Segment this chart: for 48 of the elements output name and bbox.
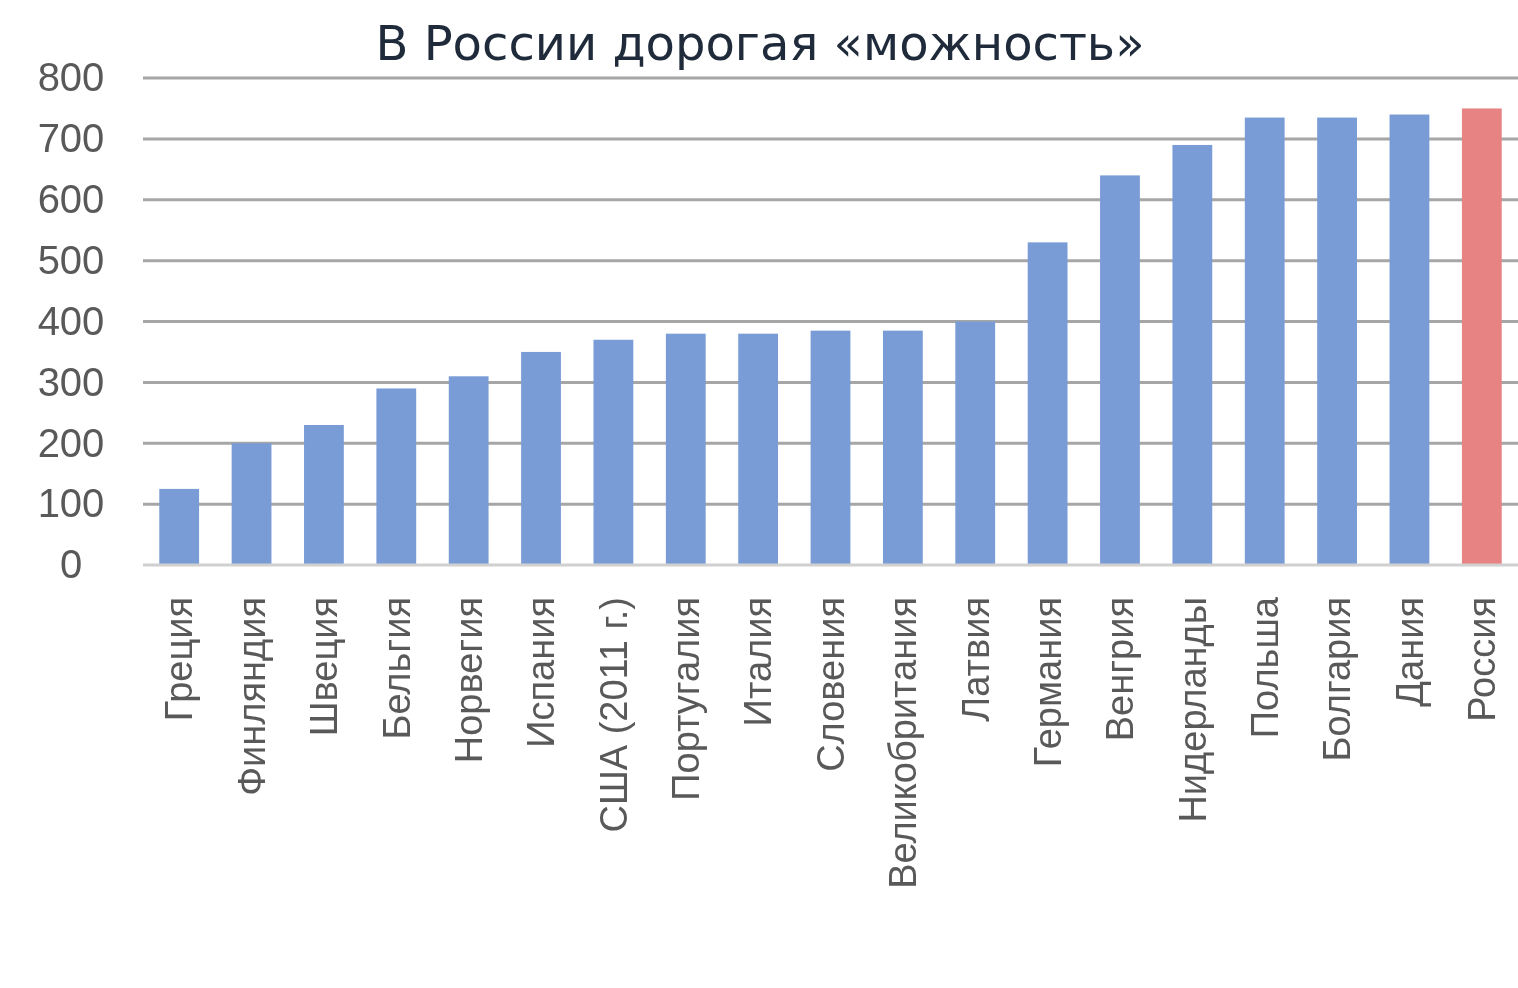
x-tick-label: Норвегия	[447, 597, 490, 764]
x-tick-label: Польша	[1244, 596, 1287, 739]
y-tick-label: 0	[59, 542, 83, 587]
x-tick-label: Латвия	[954, 597, 997, 722]
y-tick-label: 400	[37, 298, 105, 343]
x-tick-label: Португалия	[665, 597, 708, 801]
bar	[376, 388, 417, 565]
y-tick-label: 700	[37, 116, 105, 161]
y-tick-label: 600	[37, 177, 105, 222]
x-tick-label: Болгария	[1316, 597, 1359, 762]
y-tick-label: 500	[37, 237, 105, 282]
x-tick-label: Италия	[737, 597, 780, 727]
x-tick-label: Дания	[1388, 597, 1431, 707]
bar	[882, 330, 923, 565]
x-tick-label: Испания	[520, 597, 563, 748]
bar	[159, 488, 200, 565]
x-tick-label: Россия	[1461, 597, 1504, 722]
bar	[521, 351, 561, 565]
bar	[1317, 117, 1357, 565]
x-tick-label: Нидерланды	[1171, 597, 1214, 823]
bar	[955, 321, 996, 565]
x-tick-label: Финляндия	[230, 597, 273, 796]
bar	[810, 330, 851, 565]
bar	[448, 376, 489, 565]
bar	[665, 333, 706, 565]
y-tick-label: 200	[37, 420, 105, 465]
x-tick-label: Бельгия	[375, 597, 418, 740]
bar	[593, 339, 634, 565]
x-tick-label: Греция	[158, 597, 201, 722]
x-tick-label: США (2011 г.)	[592, 597, 635, 833]
y-tick-label: 800	[37, 55, 105, 100]
bar	[231, 443, 272, 565]
bar	[1244, 117, 1285, 565]
bar	[1461, 108, 1502, 565]
bar	[1027, 242, 1068, 565]
x-tick-label: Великобритания	[882, 597, 925, 889]
bar	[1172, 144, 1213, 565]
y-tick-label: 100	[37, 481, 105, 526]
bar	[304, 424, 344, 565]
x-tick-label: Словения	[809, 597, 852, 772]
y-tick-label: 300	[37, 359, 105, 404]
bar	[738, 333, 779, 565]
x-tick-label: Венгрия	[1099, 597, 1142, 742]
bar	[1389, 114, 1430, 565]
x-tick-label: Германия	[1026, 597, 1069, 768]
bar	[1100, 175, 1140, 565]
x-tick-label: Швеция	[303, 597, 346, 737]
chart-title: В России дорогая «можность»	[375, 15, 1145, 71]
